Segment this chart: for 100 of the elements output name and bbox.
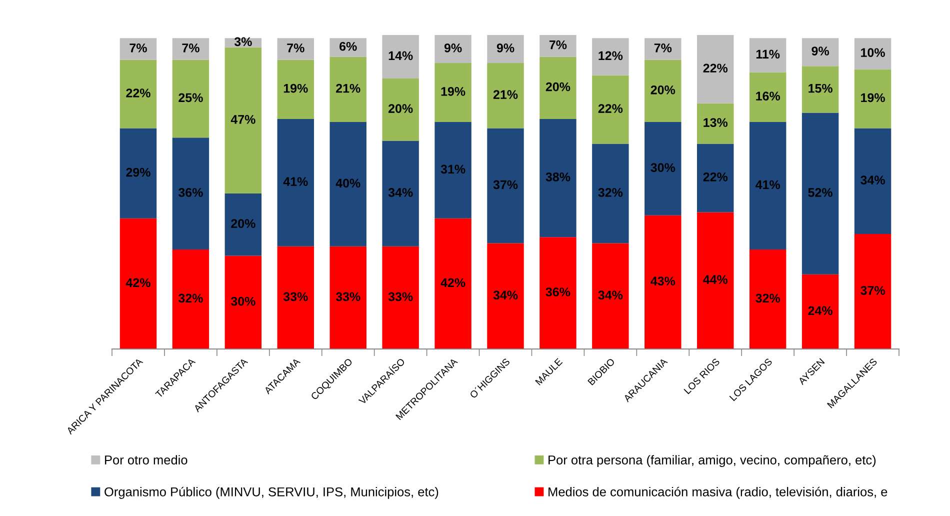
data-label: 15% — [808, 84, 832, 93]
bar — [172, 60, 210, 138]
data-label: 31% — [440, 164, 466, 174]
data-label: 32% — [756, 294, 780, 303]
data-label: 29% — [126, 168, 150, 177]
bar — [644, 38, 682, 60]
bar — [592, 243, 629, 349]
bar — [802, 66, 839, 113]
data-label: 9% — [812, 46, 830, 56]
data-label: 25% — [178, 93, 203, 102]
data-label: 7% — [549, 40, 567, 50]
bar — [644, 122, 682, 216]
data-label: 36% — [178, 188, 203, 197]
data-label: 7% — [654, 44, 672, 52]
bar — [802, 38, 839, 66]
bar — [802, 274, 839, 349]
bar — [540, 56, 576, 119]
bar — [749, 250, 786, 349]
data-label: 36% — [546, 288, 570, 296]
data-label: 30% — [650, 163, 676, 172]
bar — [749, 122, 786, 250]
data-label: 24% — [808, 306, 832, 316]
bar — [277, 246, 314, 349]
bar — [120, 38, 157, 60]
bar — [277, 60, 314, 119]
data-label: 22% — [126, 88, 150, 98]
data-label: 40% — [336, 178, 360, 188]
bar — [434, 122, 472, 218]
data-label: 30% — [230, 296, 256, 306]
data-label: 32% — [178, 294, 203, 303]
bar — [487, 62, 524, 128]
bar — [382, 78, 419, 141]
legend-label: Por otra persona (familiar, amigo, vecino, compañero, etc) — [548, 455, 876, 468]
legend-label: Medios de comunicación masiva (radio, televisión, diarios, e — [548, 486, 888, 499]
data-label: 19% — [861, 93, 885, 102]
data-label: 9% — [444, 43, 462, 52]
bar — [434, 35, 472, 63]
bar — [277, 38, 314, 60]
data-label: 19% — [441, 87, 466, 96]
data-label: 34% — [860, 176, 885, 184]
bar — [330, 38, 366, 57]
data-label: 34% — [388, 188, 413, 197]
data-label: 37% — [493, 180, 518, 190]
bar — [540, 35, 576, 57]
data-label: 21% — [493, 90, 518, 99]
legend-label: Por otro medio — [105, 455, 188, 464]
data-label: 33% — [336, 292, 360, 302]
bar — [697, 144, 734, 212]
data-label: 7% — [182, 44, 200, 52]
data-label: 9% — [496, 43, 514, 52]
bar — [224, 47, 262, 194]
bar — [330, 122, 366, 246]
data-label: 33% — [283, 292, 308, 302]
bar — [120, 218, 157, 349]
data-label: 3% — [234, 37, 252, 46]
bar — [487, 35, 524, 63]
data-label: 34% — [598, 290, 623, 300]
bar — [749, 38, 786, 72]
bar — [697, 103, 734, 144]
data-label: 20% — [388, 104, 413, 113]
bar — [540, 118, 576, 238]
bar — [644, 60, 682, 122]
data-label: 12% — [598, 51, 623, 60]
data-label: 20% — [231, 219, 256, 228]
bar — [120, 128, 157, 218]
data-label: 16% — [756, 92, 780, 101]
bar — [172, 250, 210, 349]
data-label: 43% — [650, 276, 676, 286]
bar — [382, 140, 419, 246]
bar — [434, 62, 472, 122]
data-label: 6% — [340, 42, 357, 51]
data-label: 21% — [336, 84, 360, 93]
bar — [854, 38, 892, 70]
data-label: 44% — [703, 275, 728, 284]
bar — [120, 60, 157, 128]
bar — [592, 75, 629, 144]
data-label: 37% — [860, 286, 885, 295]
data-label: 33% — [388, 292, 413, 302]
data-label: 20% — [650, 85, 676, 94]
bar — [487, 128, 524, 244]
bar — [277, 118, 314, 246]
bar — [330, 56, 366, 122]
bar — [592, 144, 629, 244]
bar — [854, 128, 892, 234]
bar — [592, 38, 629, 76]
data-label: 10% — [861, 48, 885, 58]
data-label: 14% — [388, 51, 413, 60]
bar — [802, 112, 839, 274]
bar — [382, 246, 419, 349]
bar — [224, 256, 262, 349]
bar — [697, 212, 734, 349]
data-label: 38% — [546, 172, 570, 182]
data-label: 20% — [546, 82, 570, 92]
bar — [382, 35, 419, 79]
bar — [697, 35, 734, 104]
bar — [854, 234, 892, 349]
data-label: 7% — [287, 44, 304, 52]
data-label: 22% — [703, 64, 728, 73]
bar — [749, 72, 786, 122]
data-label: 22% — [598, 104, 623, 113]
